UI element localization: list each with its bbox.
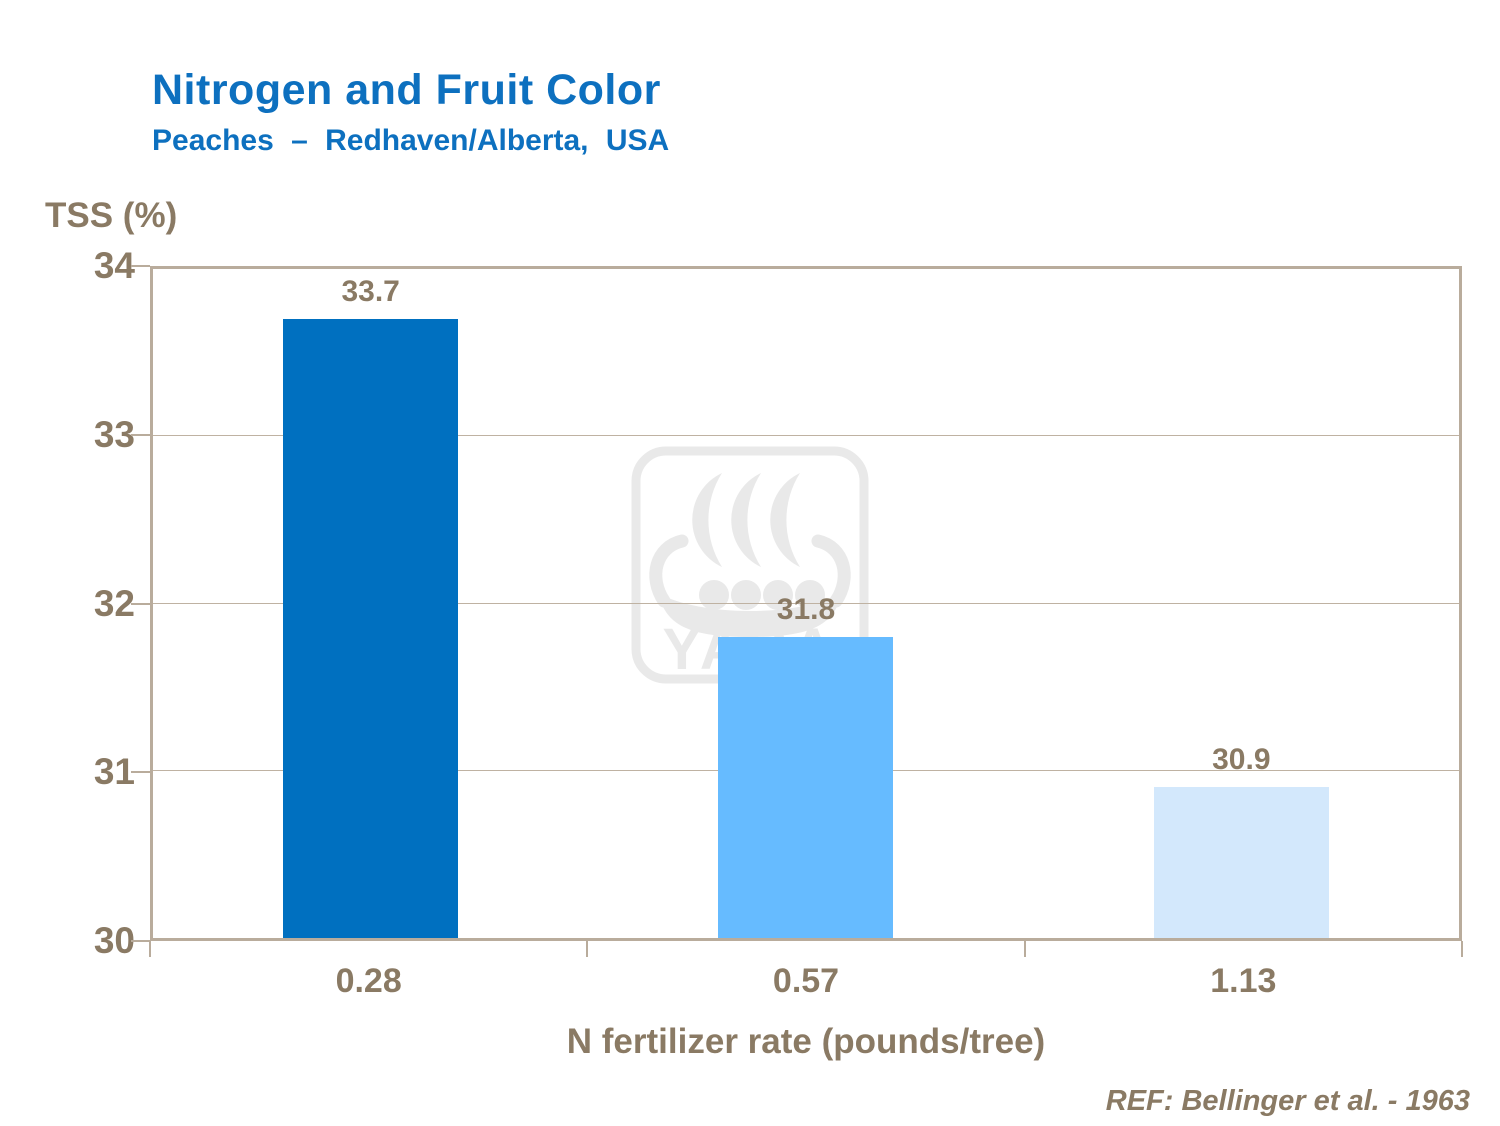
bar-1.13 xyxy=(1153,787,1329,938)
y-tick-mark-30 xyxy=(131,940,150,942)
gridline-33 xyxy=(153,435,1459,437)
y-tick-label-33: 33 xyxy=(93,413,135,455)
x-tick-label-1.13: 1.13 xyxy=(1210,962,1277,1000)
x-tick-mark-2 xyxy=(1023,941,1026,957)
chart-subtitle: Peaches – Redhaven/Alberta, USA xyxy=(152,124,670,157)
x-tick-mark-0 xyxy=(149,941,151,957)
bar-value-label-1.13: 30.9 xyxy=(1212,743,1271,777)
y-tick-mark-33 xyxy=(131,433,150,436)
x-tick-label-0.57: 0.57 xyxy=(772,962,840,1000)
bar-value-label-0.28: 33.7 xyxy=(341,275,400,309)
x-axis-title: N fertilizer rate (pounds/tree) xyxy=(566,1022,1046,1061)
bar-value-label-0.57: 31.8 xyxy=(776,592,836,626)
y-tick-label-31: 31 xyxy=(93,751,135,793)
reference-note: REF: Bellinger et al. - 1963 xyxy=(1105,1085,1470,1117)
y-tick-label-30: 30 xyxy=(93,920,135,961)
chart-title: Nitrogen and Fruit Color xyxy=(152,66,661,114)
y-tick-mark-32 xyxy=(131,602,150,605)
y-tick-mark-34 xyxy=(131,265,150,267)
x-tick-mark-1 xyxy=(586,941,589,957)
x-tick-label-0.28: 0.28 xyxy=(335,962,402,1000)
y-axis-title: TSS (%) xyxy=(45,196,178,235)
bar-0.28 xyxy=(283,319,459,938)
plot-area: YARA 33.731.830.9 xyxy=(150,266,1462,941)
x-tick-mark-3 xyxy=(1461,941,1463,957)
gridline-32 xyxy=(153,602,1459,604)
y-tick-label-32: 32 xyxy=(93,582,135,624)
y-tick-label-34: 34 xyxy=(93,245,135,286)
y-tick-mark-31 xyxy=(131,771,150,774)
bar-0.57 xyxy=(718,636,894,938)
